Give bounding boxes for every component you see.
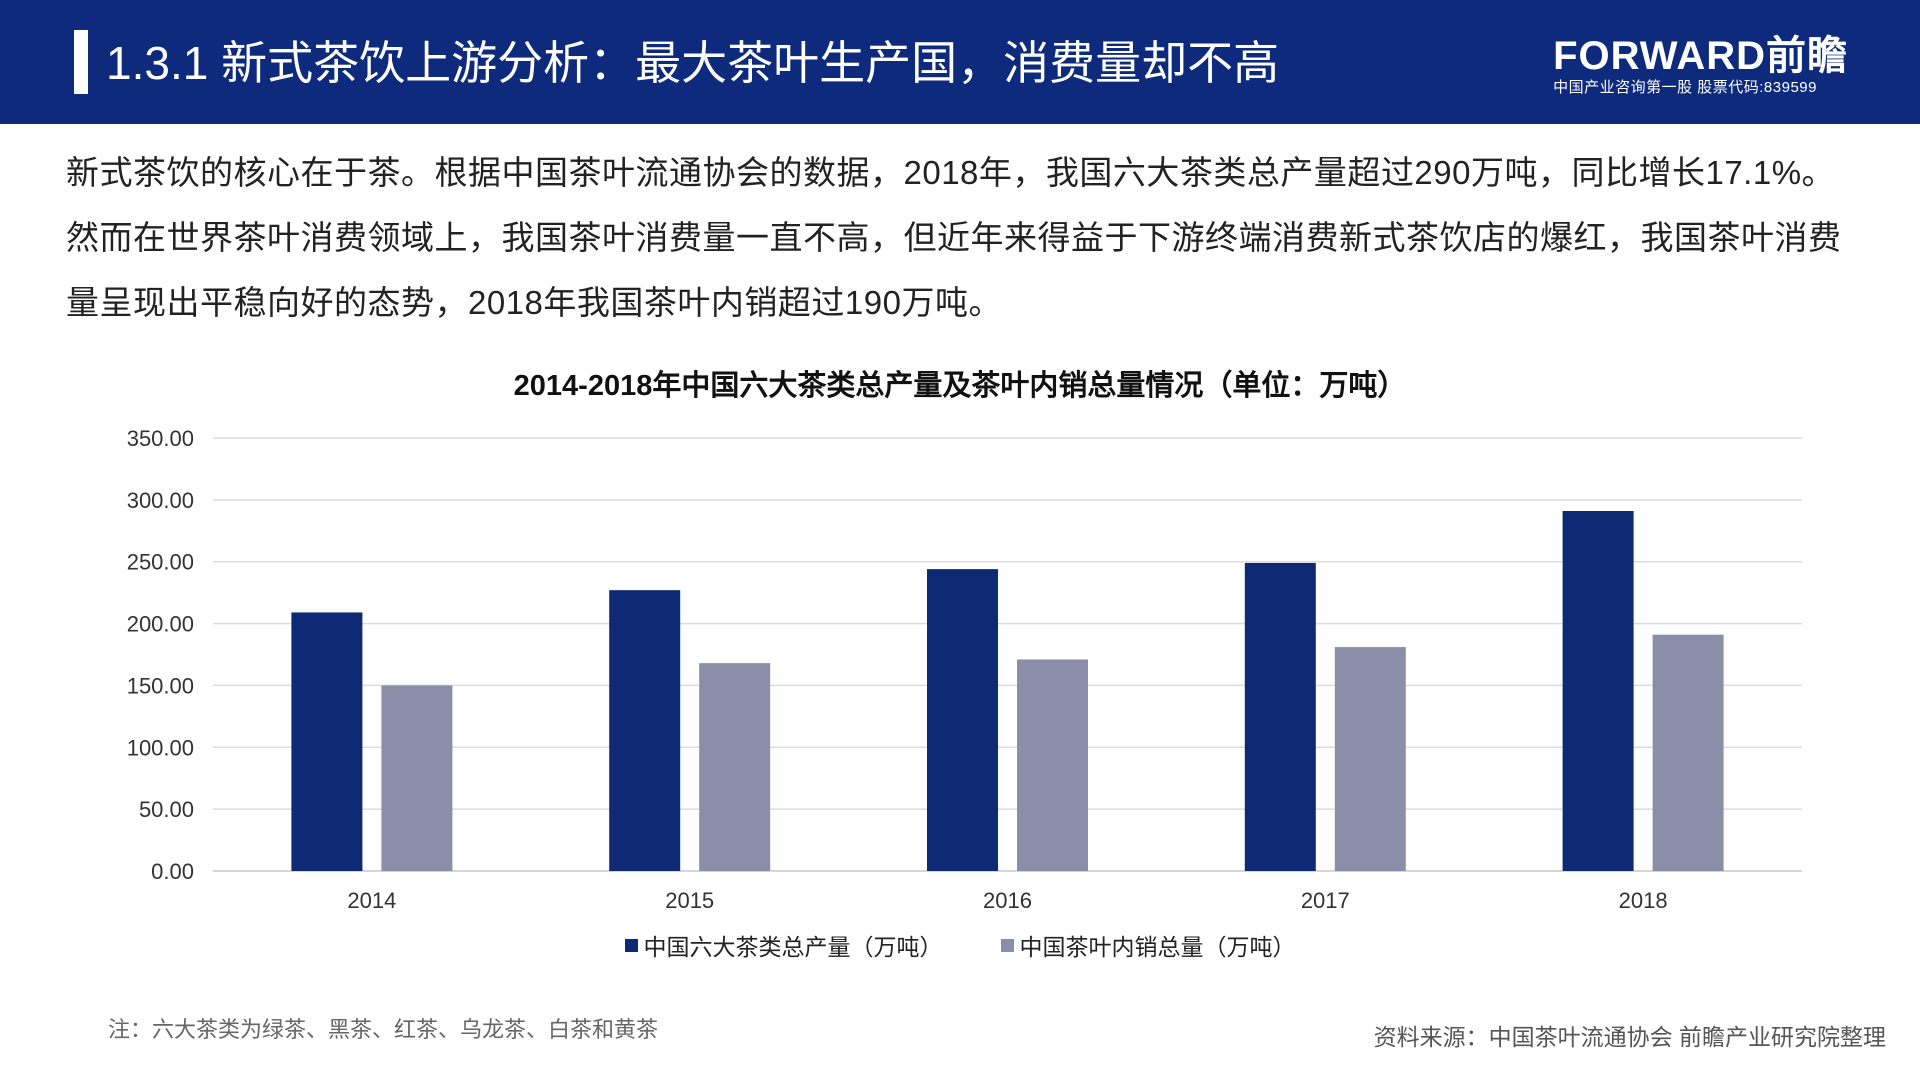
page-title: 1.3.1 新式茶饮上游分析：最大茶叶生产国，消费量却不高 [106, 37, 1280, 89]
logo-text: FORWARD前瞻 [1553, 34, 1848, 78]
bar-production-2015 [609, 590, 681, 871]
y-tick-label-6: 300.00 [127, 488, 194, 513]
y-tick-label-5: 250.00 [127, 550, 194, 575]
x-tick-label-2016: 2016 [983, 888, 1032, 913]
intro-paragraph: 新式茶饮的核心在于茶。根据中国茶叶流通协会的数据，2018年，我国六大茶类总产量… [66, 154, 1842, 321]
chart-legend: 中国六大茶类总产量（万吨） 中国茶叶内销总量（万吨） [0, 928, 1920, 962]
x-tick-label-2014: 2014 [347, 888, 396, 913]
y-tick-label-2: 100.00 [127, 735, 194, 760]
legend-label-production: 中国六大茶类总产量（万吨） [643, 934, 943, 960]
y-tick-label-3: 150.00 [127, 673, 194, 698]
bar-domestic-sales-2017 [1334, 647, 1406, 871]
bar-production-2018 [1562, 510, 1634, 871]
forward-logo: FORWARD前瞻 中国产业咨询第一股 股票代码:839599 [1553, 34, 1848, 98]
legend-swatch-production [624, 938, 638, 952]
bar-domestic-sales-2014 [381, 685, 453, 871]
header-banner: 1.3.1 新式茶饮上游分析：最大茶叶生产国，消费量却不高 FORWARD前瞻 … [0, 0, 1920, 124]
bar-production-2017 [1244, 562, 1316, 871]
bar-domestic-sales-2018 [1652, 634, 1724, 871]
legend-item-production: 中国六大茶类总产量（万吨） [624, 928, 943, 962]
bar-domestic-sales-2015 [699, 663, 771, 871]
bar-production-2016 [927, 569, 998, 871]
y-tick-label-4: 200.00 [127, 612, 194, 637]
y-tick-label-0: 0.00 [151, 859, 194, 884]
legend-item-domestic-sales: 中国茶叶内销总量（万吨） [1000, 928, 1296, 962]
bar-production-2014 [291, 612, 363, 871]
y-tick-label-7: 350.00 [127, 426, 194, 451]
legend-label-domestic-sales: 中国茶叶内销总量（万吨） [1019, 934, 1296, 960]
source-credit: 资料来源：中国茶叶流通协会 前瞻产业研究院整理 [1373, 1024, 1886, 1050]
legend-swatch-domestic-sales [1000, 938, 1014, 952]
logo-subtitle: 中国产业咨询第一股 股票代码:839599 [1553, 79, 1817, 96]
x-tick-label-2015: 2015 [665, 888, 714, 913]
title-accent-bar [74, 30, 88, 94]
footnote: 注：六大茶类为绿茶、黑茶、红茶、乌龙茶、白茶和黄茶 [108, 1017, 659, 1042]
chart-title: 2014-2018年中国六大茶类总产量及茶叶内销总量情况（单位：万吨） [513, 370, 1407, 402]
bar-domestic-sales-2016 [1017, 659, 1088, 871]
x-tick-label-2017: 2017 [1301, 888, 1350, 913]
y-tick-label-1: 50.00 [139, 797, 194, 822]
x-tick-label-2018: 2018 [1619, 888, 1668, 913]
